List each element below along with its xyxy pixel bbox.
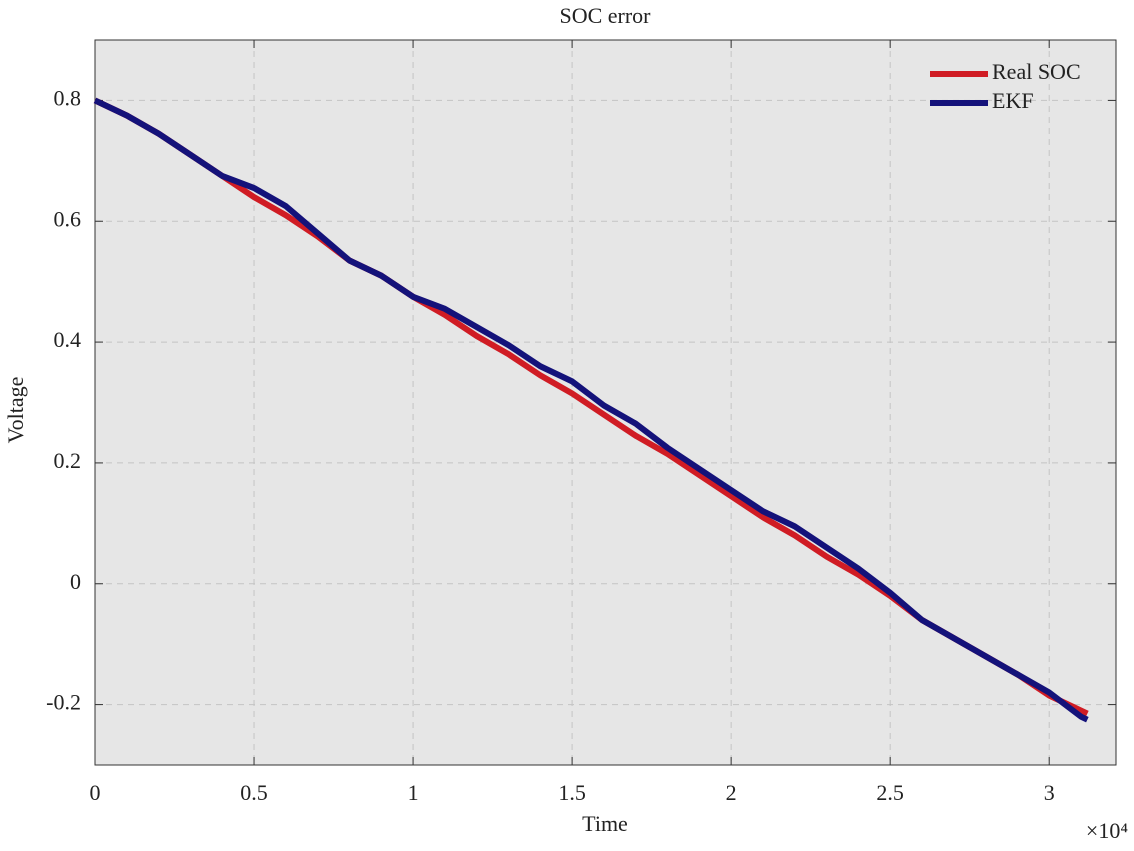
data-line xyxy=(93,97,1089,723)
plot-area xyxy=(95,40,1116,765)
y-tick-label: -0.2 xyxy=(46,690,81,715)
x-tick-label: 2.5 xyxy=(876,780,904,805)
legend-label: EKF xyxy=(992,88,1034,113)
legend-label: Real SOC xyxy=(992,59,1081,84)
x-scale-label: ×10⁴ xyxy=(1086,818,1128,843)
x-tick-label: 2 xyxy=(726,780,737,805)
y-axis-label: Voltage xyxy=(3,377,28,444)
y-tick-label: 0.2 xyxy=(54,448,82,473)
x-tick-label: 0 xyxy=(90,780,101,805)
y-tick-label: 0.4 xyxy=(54,327,82,352)
x-axis-label: Time xyxy=(582,811,628,836)
x-tick-label: 1 xyxy=(408,780,419,805)
x-tick-label: 0.5 xyxy=(240,780,268,805)
chart-title: SOC error xyxy=(559,3,651,28)
y-tick-label: 0 xyxy=(70,569,81,594)
axes-box xyxy=(94,39,1117,766)
x-tick-label: 3 xyxy=(1044,780,1055,805)
y-tick-label: 0.6 xyxy=(54,206,82,231)
x-tick-label: 1.5 xyxy=(558,780,586,805)
y-tick-label: 0.8 xyxy=(54,85,82,110)
